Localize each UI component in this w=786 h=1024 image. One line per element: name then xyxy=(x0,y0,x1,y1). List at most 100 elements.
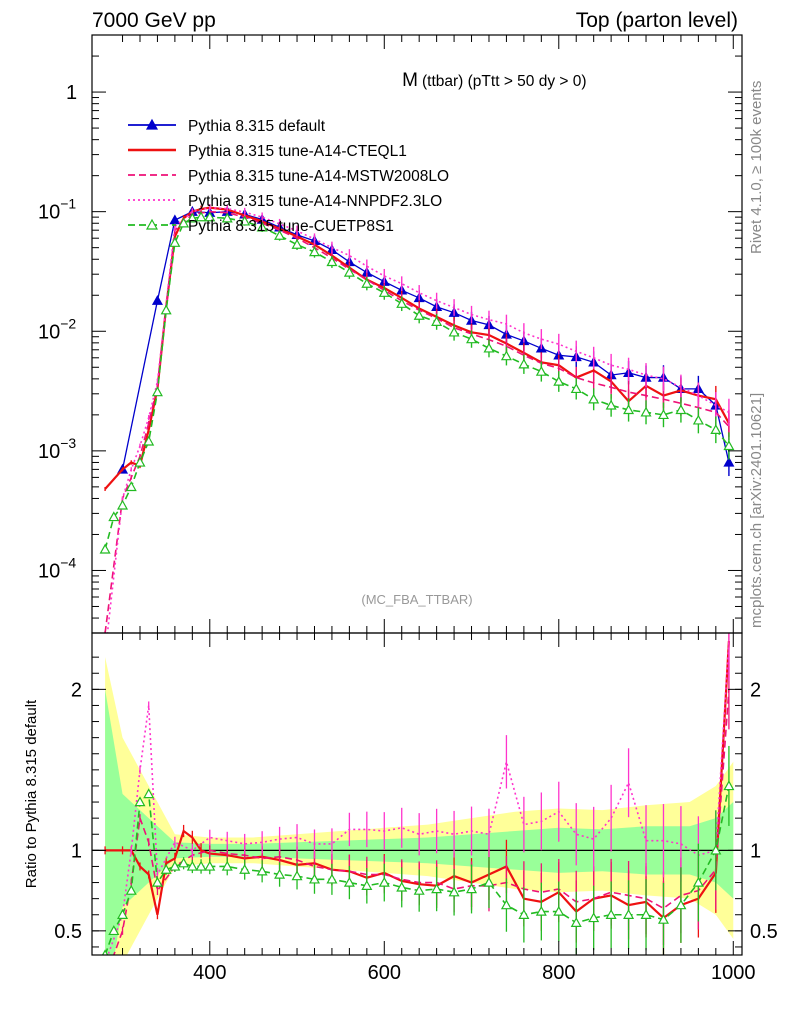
data-point xyxy=(605,399,617,410)
data-point xyxy=(169,236,181,247)
data-point xyxy=(396,297,408,308)
ratio-point xyxy=(588,912,600,923)
ratio-frame xyxy=(91,632,743,956)
legend-marker xyxy=(145,118,159,130)
y-tick-label: 10−3 xyxy=(38,435,76,463)
data-point xyxy=(160,304,172,315)
ratio-point xyxy=(221,860,233,871)
ratio-point xyxy=(431,883,443,894)
data-point xyxy=(186,212,198,223)
ratio-series-group xyxy=(92,633,742,955)
ratio-y-tick-label-right: 1 xyxy=(750,840,761,862)
ratio-point xyxy=(178,857,190,868)
ratio-point xyxy=(117,909,129,919)
ratio-point xyxy=(605,909,617,919)
data-point xyxy=(117,499,129,510)
y-tick-label: 1 xyxy=(66,82,77,104)
ratio-point xyxy=(466,883,478,894)
ratio-point xyxy=(186,860,198,871)
data-point xyxy=(518,358,530,369)
ratio-axis-ticks: 0.5 0.5 1 1 2 2 400 600 800 1000 xyxy=(54,633,778,984)
analysis-watermark: (MC_FBA_TTBAR) xyxy=(361,592,472,607)
series-line-2 xyxy=(104,210,730,633)
series-line-1 xyxy=(104,206,730,490)
main-series-group xyxy=(99,203,735,633)
data-point xyxy=(308,246,321,257)
ratio-point xyxy=(692,876,704,887)
mcplots-label: mcplots.cern.ch [arXiv:2401.10621] xyxy=(748,393,765,628)
ratio-point xyxy=(343,876,355,887)
ratio-point xyxy=(657,913,669,924)
ratio-point xyxy=(239,863,251,874)
legend-entry: Pythia 8.315 tune-A14-NNPDF2.3LO xyxy=(188,193,442,210)
ratio-point xyxy=(413,884,425,895)
ratio-point xyxy=(274,868,286,879)
ratio-point xyxy=(125,884,137,895)
data-point xyxy=(99,543,111,554)
data-point xyxy=(657,409,669,420)
legend-entry: Pythia 8.315 default xyxy=(188,118,326,135)
data-point xyxy=(710,424,722,435)
data-point xyxy=(108,511,120,522)
ratio-line-0 xyxy=(105,640,731,920)
data-point xyxy=(553,375,565,386)
ratio-point xyxy=(553,905,565,916)
data-point xyxy=(723,456,735,467)
y-tick-label: 10−2 xyxy=(38,315,76,343)
data-point xyxy=(588,393,600,404)
ratio-point xyxy=(143,788,155,799)
ratio-y-tick-label: 0.5 xyxy=(54,921,82,943)
ratio-point xyxy=(518,909,530,919)
ratio-point xyxy=(256,865,268,876)
y-tick-label: 10−4 xyxy=(38,554,76,582)
data-point xyxy=(692,414,704,425)
data-point xyxy=(143,435,155,446)
x-tick-label: 600 xyxy=(368,962,401,984)
ratio-point xyxy=(134,796,146,807)
ratio-point xyxy=(108,925,120,936)
x-tick-label: 800 xyxy=(542,962,575,984)
ratio-y-axis-label: Ratio to Pythia 8.315 default xyxy=(23,699,40,888)
legend-entry: Pythia 8.315 tune-CUETP8S1 xyxy=(188,218,394,235)
ratio-point xyxy=(723,780,735,791)
data-point xyxy=(169,214,181,225)
ratio-point xyxy=(675,899,687,910)
ratio-point xyxy=(308,873,321,884)
data-point xyxy=(413,309,425,320)
ratio-point xyxy=(160,863,172,874)
data-point xyxy=(151,386,163,397)
rivet-label: Rivet 4.1.0, ≥ 100k events xyxy=(748,81,765,254)
data-point xyxy=(378,286,390,297)
ratio-y-tick-label: 2 xyxy=(71,679,82,701)
ratio-y-tick-label-right: 2 xyxy=(750,679,761,701)
series-line-4 xyxy=(104,216,730,550)
plot-title-main: M xyxy=(402,70,418,91)
data-point xyxy=(256,221,268,232)
ratio-point xyxy=(623,909,635,919)
data-point xyxy=(204,211,216,222)
data-point xyxy=(125,481,137,492)
ratio-point xyxy=(535,905,547,916)
legend-entry: Pythia 8.315 tune-A14-CTEQL1 xyxy=(188,143,407,160)
y-tick-label: 10−1 xyxy=(38,196,76,224)
series-line-3 xyxy=(106,206,730,633)
ratio-point xyxy=(483,876,495,887)
header-process: Top (parton level) xyxy=(576,9,738,32)
ratio-point xyxy=(378,876,390,887)
ratio-point xyxy=(710,844,722,855)
data-point xyxy=(343,266,355,277)
data-point xyxy=(134,456,146,467)
ratio-point xyxy=(151,876,163,887)
x-tick-label: 1000 xyxy=(711,962,756,984)
ratio-y-tick-label: 1 xyxy=(71,840,82,862)
data-point xyxy=(221,212,233,223)
header-energy: 7000 GeV pp xyxy=(92,9,216,32)
data-point xyxy=(623,404,635,415)
data-point xyxy=(640,406,652,417)
ratio-line-1 xyxy=(112,689,730,955)
data-point xyxy=(195,211,207,222)
series-line-0 xyxy=(121,211,730,470)
legend: Pythia 8.315 default Pythia 8.315 tune-A1… xyxy=(128,118,449,235)
ratio-point xyxy=(169,860,181,871)
